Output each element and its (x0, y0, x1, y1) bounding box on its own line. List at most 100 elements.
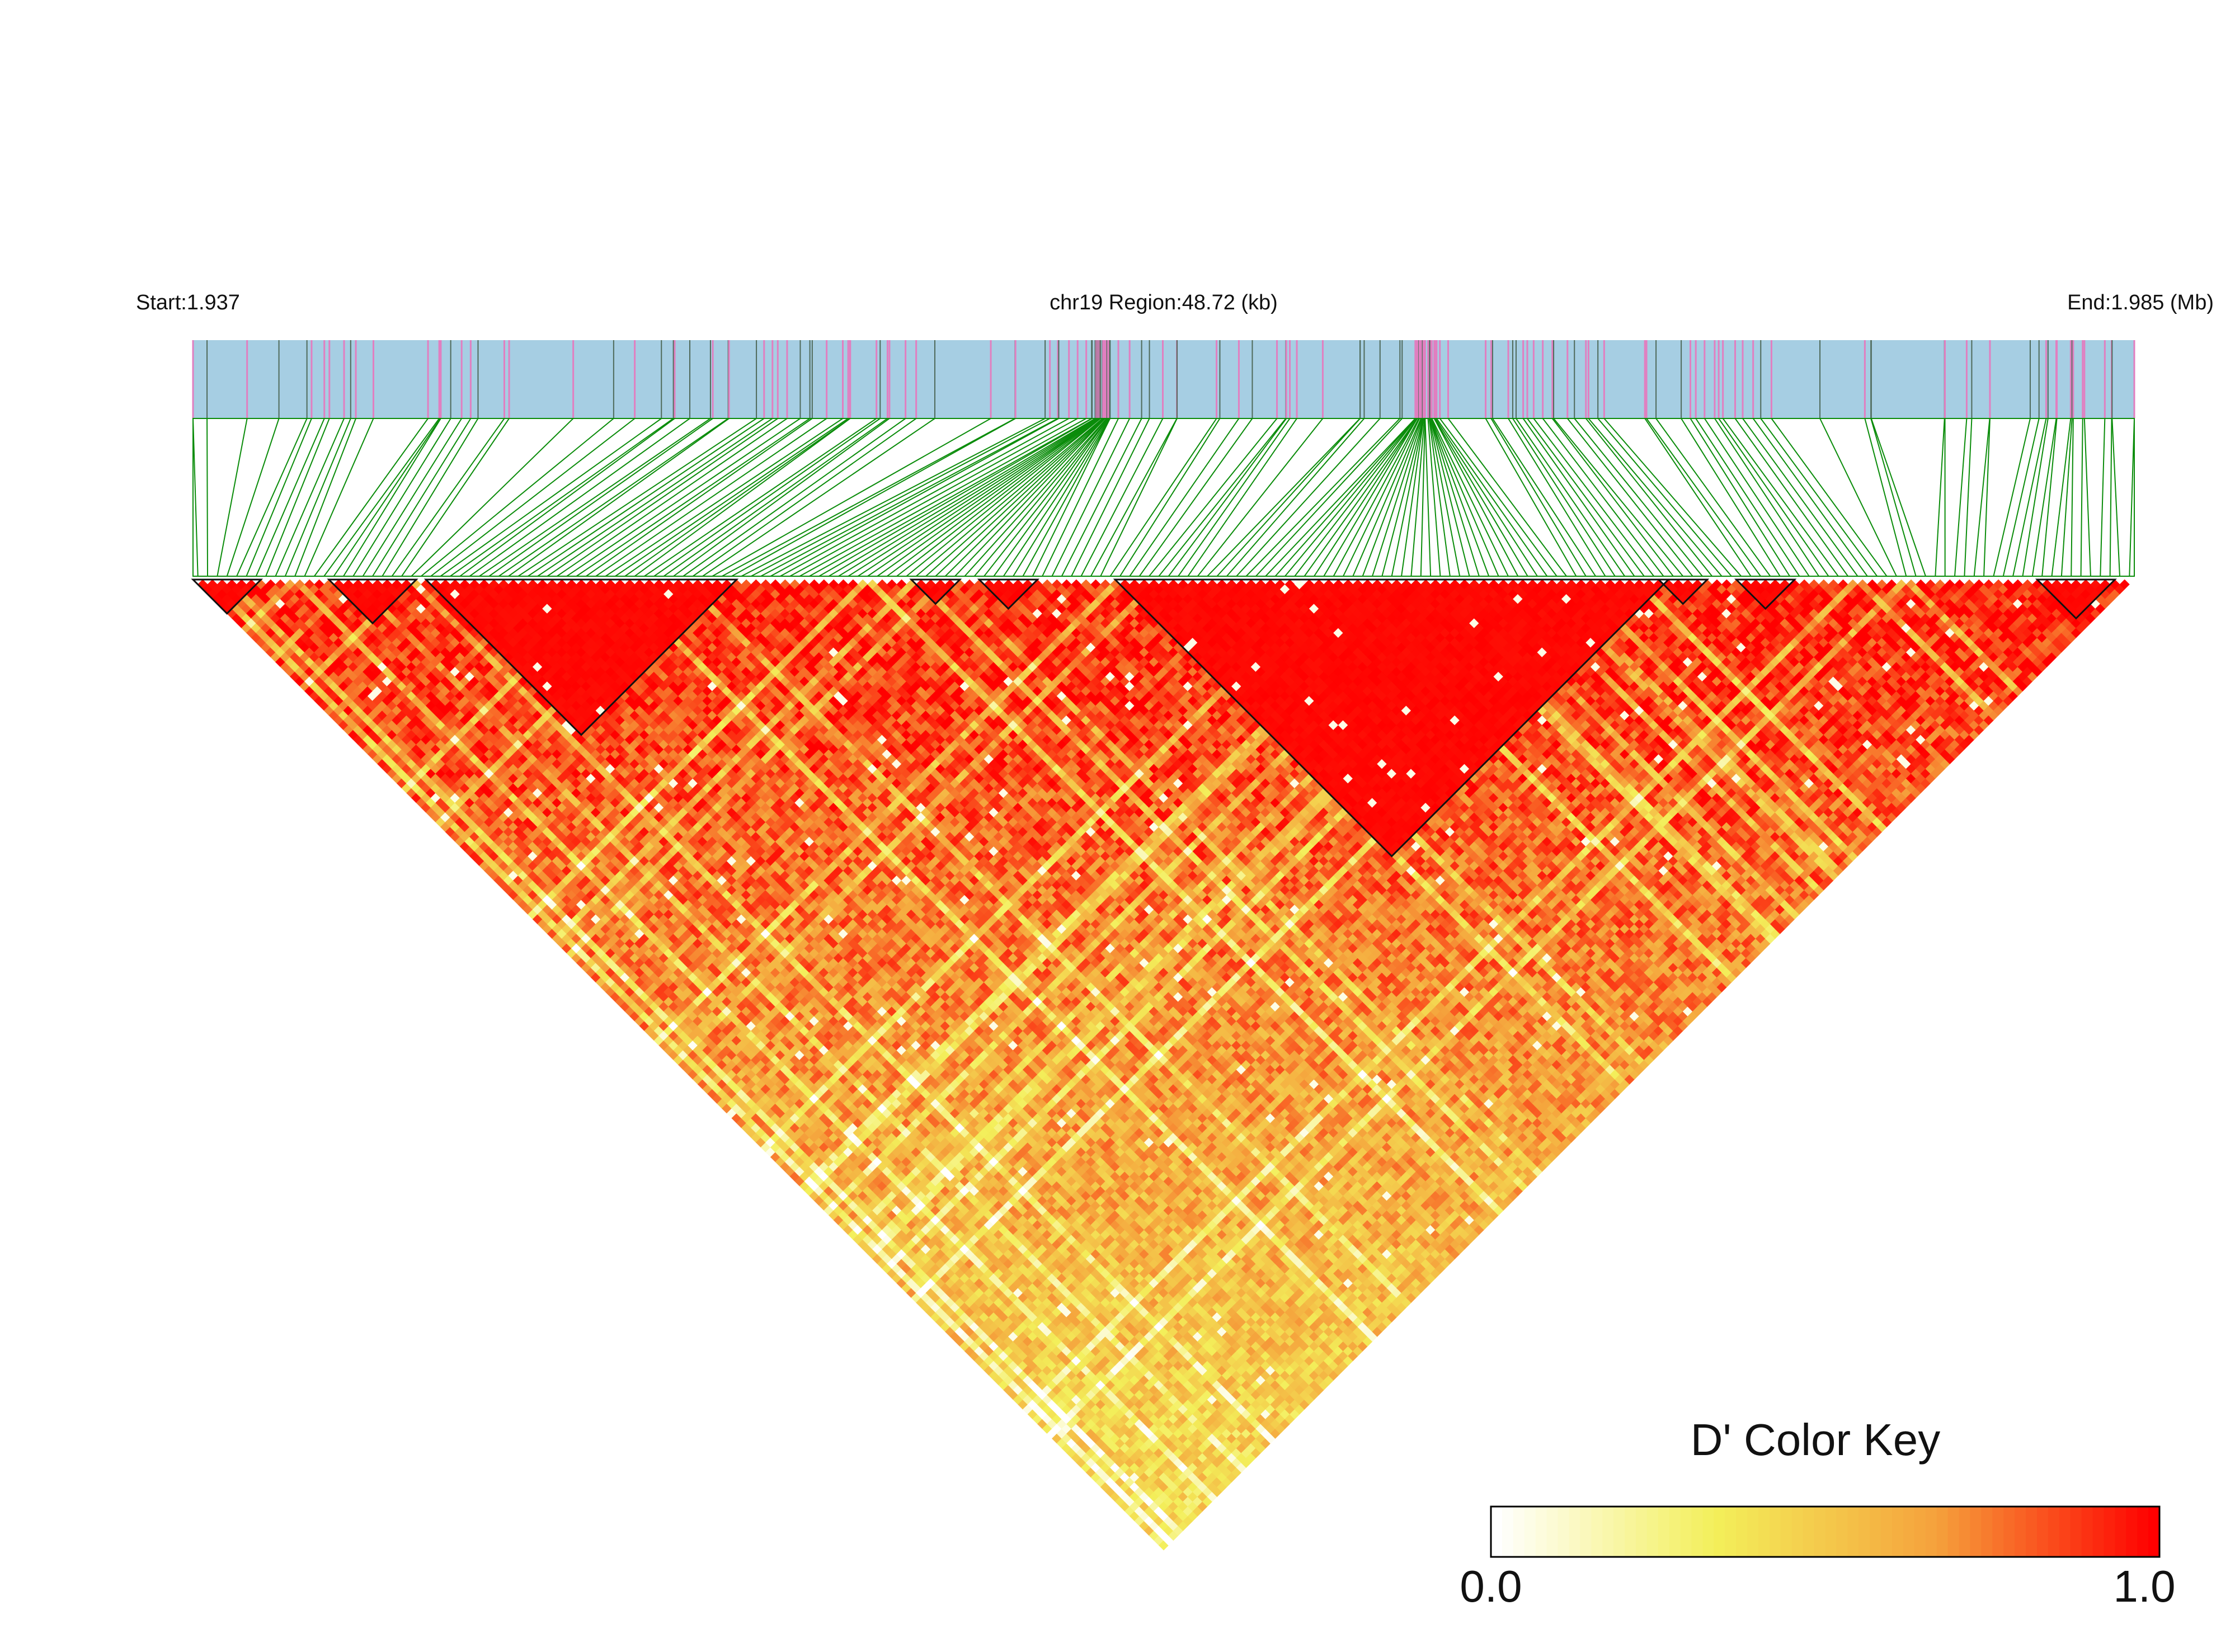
snp-connector (1993, 418, 2031, 577)
snp-connector (1197, 418, 1324, 577)
snp-connector (343, 418, 441, 577)
snp-connector (1490, 418, 1587, 577)
snp-connector (1149, 418, 1278, 577)
snp-connector (877, 418, 1099, 577)
snp-connector (1508, 418, 1606, 577)
snp-connector (1646, 418, 1761, 577)
snp-connector (255, 418, 325, 577)
snp-connector (1704, 418, 1810, 577)
snp-connector (557, 418, 788, 577)
snp-connector (1401, 418, 1424, 577)
snp-connector (2012, 418, 2047, 577)
snp-connector (1760, 418, 1878, 577)
snp-connector (993, 418, 1109, 577)
snp-connector (586, 418, 813, 577)
snp-connector (1983, 418, 1991, 577)
snp-position-track (192, 340, 2135, 418)
snp-connector (780, 418, 1070, 577)
snp-connector (547, 418, 778, 577)
snp-connector (2071, 418, 2074, 577)
snp-connector (857, 418, 1099, 577)
snp-connector (1274, 418, 1416, 577)
snp-connector (595, 418, 827, 577)
snp-connector (1294, 418, 1417, 577)
snp-connector (1734, 418, 1848, 577)
snp-connector (362, 418, 463, 577)
snp-connector (867, 418, 1099, 577)
snp-connector (566, 418, 801, 577)
snp-connector (1013, 418, 1111, 577)
snp-connector (1352, 418, 1422, 577)
snp-connector (1429, 418, 1461, 577)
snp-connector (391, 418, 505, 577)
snp-connector (2022, 418, 2049, 577)
snp-connector (1362, 418, 1423, 577)
snp-connector (1245, 418, 1401, 577)
snp-connector (2080, 418, 2083, 577)
snp-connector (770, 418, 1059, 577)
snp-connector (2100, 418, 2106, 577)
snp-connector (479, 418, 711, 577)
snp-connector (1485, 418, 1577, 577)
snp-connector (1542, 418, 1664, 577)
snp-connector (421, 418, 614, 577)
snp-connector (1255, 418, 1403, 577)
snp-connector (1603, 418, 1742, 577)
snp-connector (488, 418, 713, 577)
snp-connector (1265, 418, 1416, 577)
snp-connector-lines (192, 418, 2135, 577)
snp-connector (838, 418, 1097, 577)
snp-connector (1588, 418, 1723, 577)
snp-connector (352, 418, 451, 577)
snp-connector (1304, 418, 1418, 577)
snp-connector (2060, 418, 2073, 577)
snp-connector (1655, 418, 1771, 577)
snp-connector (1574, 418, 1703, 577)
snp-connector (372, 418, 472, 577)
snp-connector (1431, 418, 1499, 577)
snp-connector (226, 418, 280, 577)
snp-connector (2031, 418, 2057, 577)
snp-connector (1022, 418, 1111, 577)
snp-connector (450, 418, 674, 577)
snp-connector (1424, 418, 1432, 577)
snp-connector (440, 418, 662, 577)
snp-connector (2109, 418, 2112, 577)
snp-connector (1551, 418, 1674, 577)
snp-connector (1343, 418, 1420, 577)
snp-connector (731, 418, 1016, 577)
snp-connector (411, 418, 574, 577)
connector-panel-frame (192, 418, 2135, 577)
snp-connector (2051, 418, 2072, 577)
snp-connector (1597, 418, 1732, 577)
snp-connector (1100, 418, 1178, 577)
snp-connector (848, 418, 1098, 577)
snp-connector (1436, 418, 1548, 577)
snp-connector (1042, 418, 1119, 577)
snp-connector (1119, 418, 1221, 577)
snp-connector (459, 418, 675, 577)
snp-connector (294, 418, 356, 577)
snp-connector (1138, 418, 1253, 577)
snp-connector (1429, 418, 1470, 577)
snp-connector (217, 418, 248, 577)
snp-connector (246, 418, 312, 577)
snp-connector (1681, 418, 1781, 577)
snp-connector (702, 418, 935, 577)
snp-connector (692, 418, 917, 577)
snp-connector (954, 418, 1106, 577)
snp-connector (673, 418, 890, 577)
snp-connector (663, 418, 888, 577)
snp-connector (1071, 418, 1150, 577)
snp-connector (712, 418, 991, 577)
snp-connector (1284, 418, 1417, 577)
snp-connector (809, 418, 1092, 577)
snp-connector (984, 418, 1109, 577)
snp-connector (1742, 418, 1858, 577)
snp-connector (1430, 418, 1490, 577)
snp-connector (1695, 418, 1800, 577)
snp-connector (1567, 418, 1693, 577)
snp-connector (1129, 418, 1240, 577)
snp-connector (304, 418, 374, 577)
snp-connector (1864, 418, 1907, 577)
